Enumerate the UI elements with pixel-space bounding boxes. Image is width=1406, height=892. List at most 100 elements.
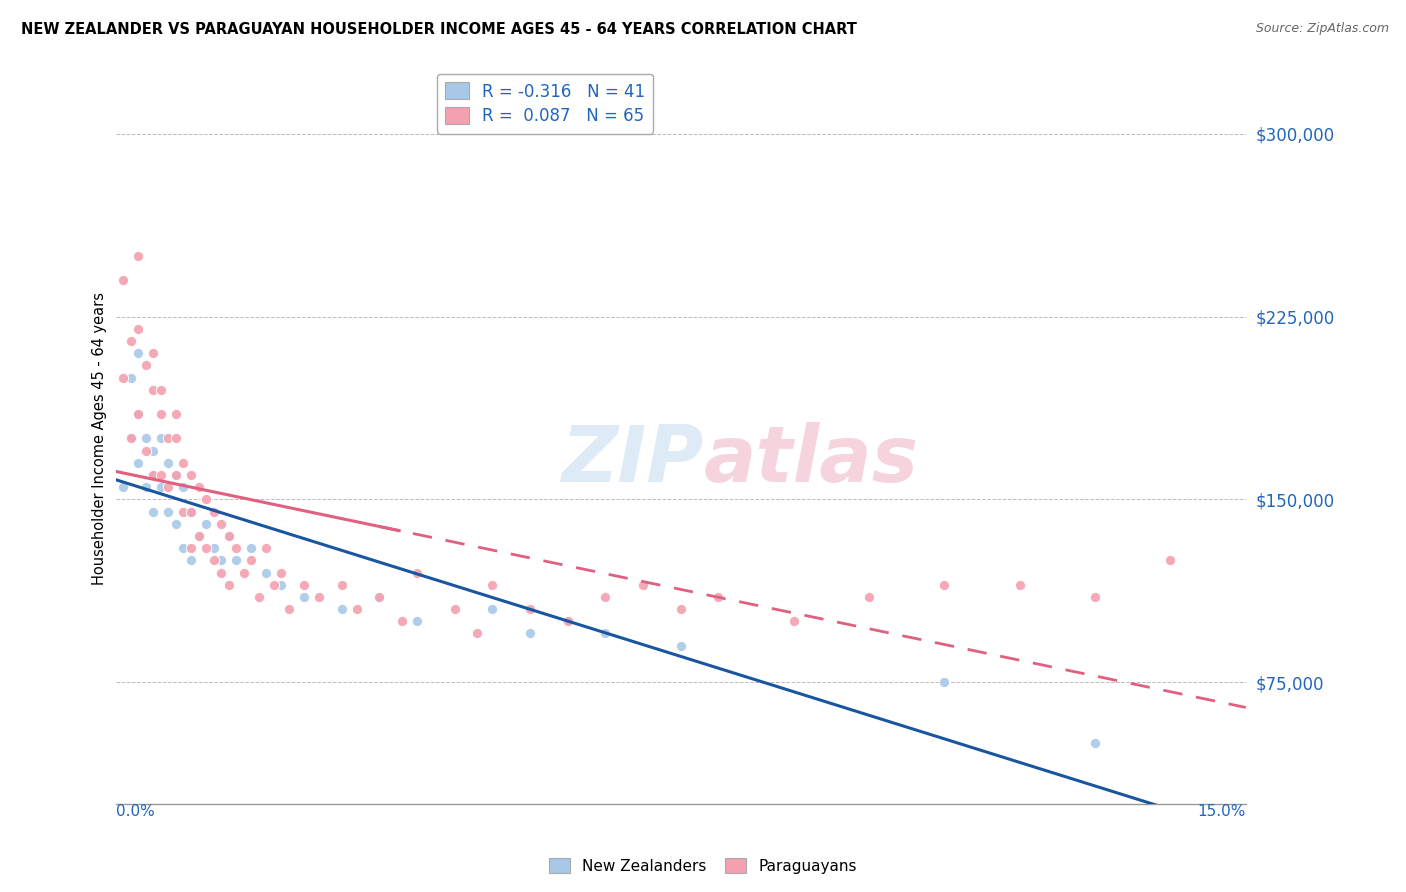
Point — [595, 590, 617, 604]
Point — [247, 590, 270, 604]
Point — [240, 553, 263, 567]
Point — [209, 566, 232, 580]
Point — [127, 249, 149, 263]
Point — [481, 578, 503, 592]
Point — [127, 407, 149, 421]
Point — [209, 516, 232, 531]
Point — [202, 541, 225, 556]
Point — [1084, 590, 1107, 604]
Point — [465, 626, 488, 640]
Point — [270, 566, 292, 580]
Point — [557, 614, 579, 628]
Point — [149, 480, 172, 494]
Point — [142, 346, 165, 360]
Point — [165, 516, 187, 531]
Point — [142, 468, 165, 483]
Point — [519, 602, 541, 616]
Point — [135, 443, 157, 458]
Point — [202, 553, 225, 567]
Point — [783, 614, 806, 628]
Point — [254, 541, 277, 556]
Point — [180, 505, 202, 519]
Point — [368, 590, 391, 604]
Text: atlas: atlas — [703, 423, 918, 499]
Point — [120, 432, 142, 446]
Point — [270, 578, 292, 592]
Point — [707, 590, 730, 604]
Point — [127, 456, 149, 470]
Point — [112, 480, 135, 494]
Point — [330, 602, 353, 616]
Point — [157, 505, 180, 519]
Point — [858, 590, 880, 604]
Point — [142, 383, 165, 397]
Point — [112, 273, 135, 287]
Point — [172, 456, 194, 470]
Point — [278, 602, 301, 616]
Point — [225, 541, 247, 556]
Point — [142, 505, 165, 519]
Point — [669, 639, 692, 653]
Point — [127, 322, 149, 336]
Point — [669, 602, 692, 616]
Point — [120, 334, 142, 348]
Point — [406, 614, 429, 628]
Point — [519, 626, 541, 640]
Point — [195, 492, 218, 507]
Point — [346, 602, 368, 616]
Point — [180, 505, 202, 519]
Point — [180, 541, 202, 556]
Point — [127, 346, 149, 360]
Point — [112, 370, 135, 384]
Point — [135, 432, 157, 446]
Point — [157, 480, 180, 494]
Point — [368, 590, 391, 604]
Point — [1008, 578, 1031, 592]
Point — [142, 443, 165, 458]
Point — [165, 468, 187, 483]
Text: 15.0%: 15.0% — [1198, 804, 1246, 819]
Point — [180, 553, 202, 567]
Point — [218, 578, 240, 592]
Point — [180, 468, 202, 483]
Text: 0.0%: 0.0% — [115, 804, 155, 819]
Point — [172, 480, 194, 494]
Point — [263, 578, 285, 592]
Point — [165, 468, 187, 483]
Text: NEW ZEALANDER VS PARAGUAYAN HOUSEHOLDER INCOME AGES 45 - 64 YEARS CORRELATION CH: NEW ZEALANDER VS PARAGUAYAN HOUSEHOLDER … — [21, 22, 858, 37]
Text: ZIP: ZIP — [561, 423, 703, 499]
Point — [127, 407, 149, 421]
Point — [195, 541, 218, 556]
Point — [218, 529, 240, 543]
Point — [209, 553, 232, 567]
Point — [330, 578, 353, 592]
Point — [195, 516, 218, 531]
Point — [254, 566, 277, 580]
Point — [187, 480, 209, 494]
Y-axis label: Householder Income Ages 45 - 64 years: Householder Income Ages 45 - 64 years — [93, 292, 107, 585]
Point — [443, 602, 465, 616]
Legend: New Zealanders, Paraguayans: New Zealanders, Paraguayans — [543, 852, 863, 880]
Point — [292, 590, 315, 604]
Point — [149, 468, 172, 483]
Point — [149, 383, 172, 397]
Point — [1084, 736, 1107, 750]
Point — [225, 553, 247, 567]
Point — [391, 614, 413, 628]
Point — [187, 529, 209, 543]
Point — [631, 578, 654, 592]
Point — [557, 614, 579, 628]
Point — [120, 432, 142, 446]
Point — [406, 566, 429, 580]
Text: Source: ZipAtlas.com: Source: ZipAtlas.com — [1256, 22, 1389, 36]
Point — [481, 602, 503, 616]
Point — [232, 566, 254, 580]
Point — [187, 529, 209, 543]
Point — [165, 432, 187, 446]
Point — [202, 505, 225, 519]
Point — [172, 541, 194, 556]
Point — [135, 480, 157, 494]
Point — [218, 529, 240, 543]
Point — [142, 468, 165, 483]
Point — [172, 505, 194, 519]
